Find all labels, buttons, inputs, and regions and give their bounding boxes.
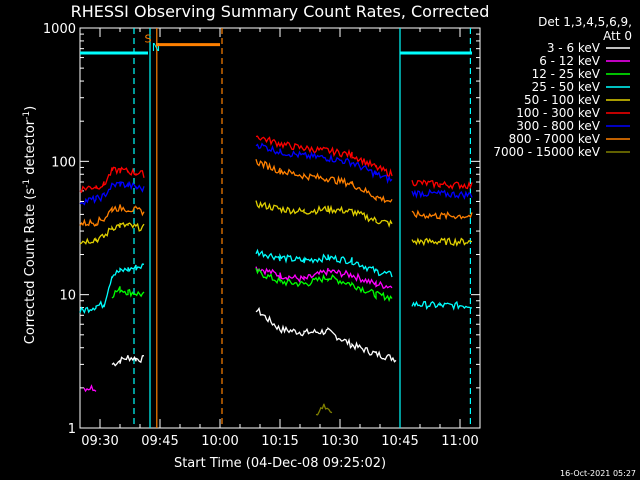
legend-header-1: Det 1,3,4,5,6,9, xyxy=(538,15,632,29)
series-line xyxy=(255,267,393,303)
x-tick-label: 10:45 xyxy=(381,434,418,449)
x-tick-label: 09:30 xyxy=(81,434,118,449)
legend-label: 25 - 50 keV xyxy=(532,80,601,94)
series-line xyxy=(111,286,145,299)
series-line xyxy=(411,237,473,247)
legend-label: 50 - 100 keV xyxy=(524,93,601,107)
x-axis: 09:30 09:45 10:00 10:15 10:30 10:45 11:00 xyxy=(79,28,481,449)
series-line xyxy=(79,222,145,245)
series-line xyxy=(315,403,333,416)
legend-label: 6 - 12 keV xyxy=(539,54,601,68)
series-line xyxy=(411,188,473,200)
series-line xyxy=(411,209,473,221)
x-tick-label: 10:00 xyxy=(201,434,238,449)
series-group xyxy=(79,135,473,416)
y-tick-label: 10 xyxy=(59,289,76,304)
x-tick-label: 11:00 xyxy=(441,434,478,449)
y-axis-label-sup2: -1 xyxy=(22,111,32,120)
flag-label: N xyxy=(152,41,160,54)
y-axis-label-mid: detector xyxy=(23,119,38,179)
y-axis-label-sup1: -1 xyxy=(22,179,32,188)
legend-label: 800 - 7000 keV xyxy=(509,132,601,146)
legend-label: 300 - 800 keV xyxy=(516,119,600,133)
series-line xyxy=(411,300,473,311)
legend-label: 7000 - 15000 keV xyxy=(493,145,600,159)
status-flags: NS xyxy=(80,33,472,55)
series-line xyxy=(79,204,145,227)
series-line xyxy=(255,248,393,278)
series-line xyxy=(83,384,97,393)
plot-area xyxy=(79,27,481,429)
y-axis-label-main: Corrected Count Rate (s xyxy=(23,188,38,345)
x-tick-label: 10:15 xyxy=(261,434,298,449)
series-line xyxy=(79,263,145,315)
series-line xyxy=(255,142,393,185)
legend-label: 100 - 300 keV xyxy=(516,106,600,120)
series-line xyxy=(79,181,145,206)
series-line xyxy=(255,306,397,363)
series-line xyxy=(255,159,393,204)
series-line xyxy=(79,166,145,194)
series-line xyxy=(255,135,393,178)
y-tick-label: 100 xyxy=(51,155,76,170)
y-tick-label: 1000 xyxy=(43,22,76,37)
y-axis-label-end: ) xyxy=(23,106,38,111)
vertical-markers xyxy=(133,28,471,428)
legend-label: 3 - 6 keV xyxy=(547,41,601,55)
legend-label: 12 - 25 keV xyxy=(532,67,601,81)
series-line xyxy=(255,266,393,289)
legend-header-2: Att 0 xyxy=(603,29,632,43)
y-axis-label: Corrected Count Rate (s-1 detector-1) xyxy=(22,106,38,344)
series-line xyxy=(411,179,473,191)
flag-label: S xyxy=(145,33,152,46)
series-line xyxy=(111,354,145,367)
x-axis-label: Start Time (04-Dec-08 09:25:02) xyxy=(174,456,386,471)
chart-title: RHESSI Observing Summary Count Rates, Co… xyxy=(71,2,490,21)
plot-frame xyxy=(79,27,481,429)
series-line xyxy=(255,200,393,228)
footer-date: 16-Oct-2021 05:27 xyxy=(560,469,636,478)
x-tick-label: 10:30 xyxy=(321,434,358,449)
y-tick-label: 1 xyxy=(68,422,76,437)
x-tick-label: 09:45 xyxy=(141,434,178,449)
